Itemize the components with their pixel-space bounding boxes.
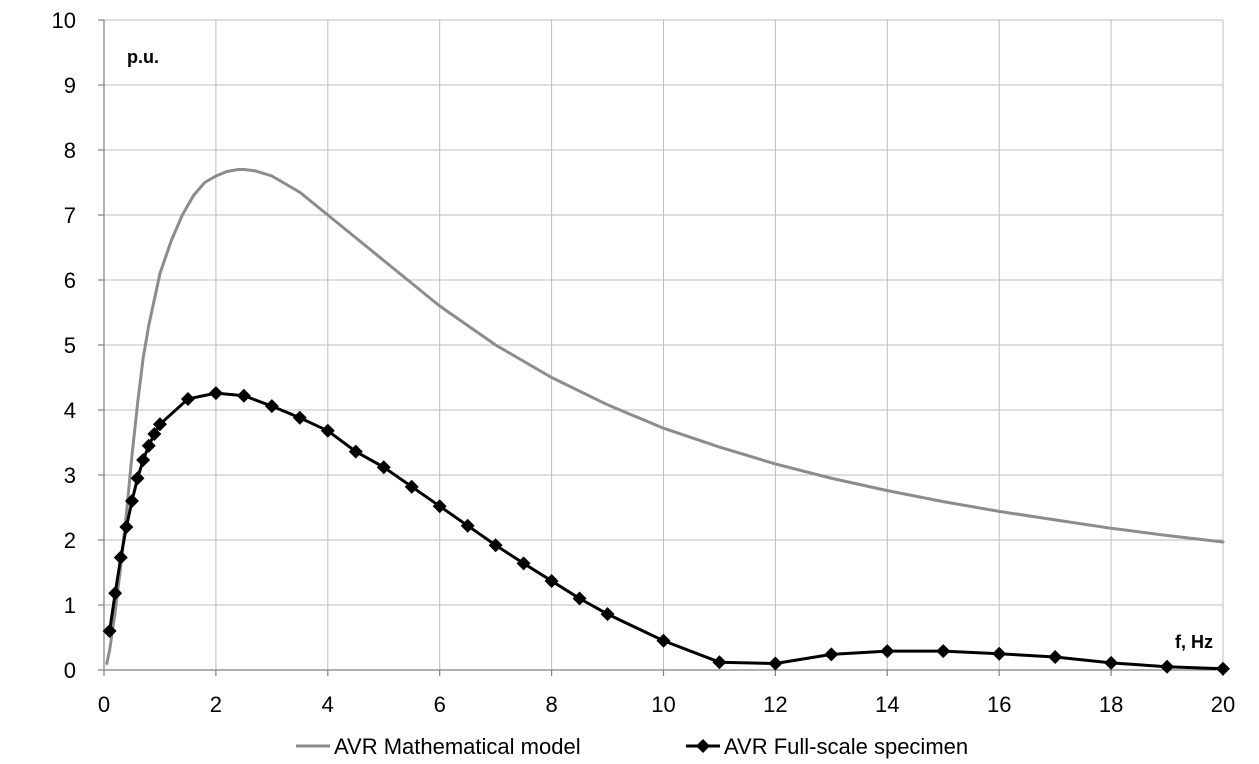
x-tick-label-0: 0	[98, 692, 110, 717]
data-point-1-6	[136, 453, 151, 468]
y-tick-label-4: 4	[64, 398, 76, 423]
data-point-1-13	[264, 399, 279, 414]
data-point-1-32	[992, 646, 1007, 661]
data-point-1-21	[488, 538, 503, 553]
data-point-1-10	[180, 391, 195, 406]
data-point-1-27	[712, 655, 727, 670]
data-point-1-20	[460, 518, 475, 533]
data-point-1-17	[376, 460, 391, 475]
y-tick-label-7: 7	[64, 203, 76, 228]
data-point-1-4	[124, 494, 139, 508]
data-point-1-12	[236, 388, 251, 403]
data-point-1-3	[119, 520, 134, 534]
legend-marker-1	[696, 739, 710, 753]
data-point-1-1	[108, 586, 123, 601]
x-tick-label-6: 12	[763, 692, 787, 717]
series-1	[102, 386, 1230, 676]
legend-item-1: AVR Full-scale specimen	[686, 734, 968, 759]
data-point-1-24	[572, 591, 587, 606]
data-point-1-34	[1104, 655, 1119, 670]
data-point-1-29	[824, 647, 839, 662]
data-point-1-14	[292, 410, 307, 425]
data-point-1-26	[656, 633, 671, 648]
data-point-1-11	[208, 386, 223, 401]
data-point-1-33	[1048, 650, 1063, 664]
x-tick-label-8: 16	[987, 692, 1011, 717]
y-axis-label: p.u.	[127, 47, 159, 67]
legend-label-0: AVR Mathematical model	[334, 734, 581, 759]
data-point-1-8	[147, 427, 162, 442]
data-point-1-25	[600, 607, 615, 622]
data-point-1-22	[516, 556, 531, 571]
x-tick-label-3: 6	[434, 692, 446, 717]
series-0	[105, 168, 1225, 665]
grid	[104, 19, 1224, 670]
y-tick-label-8: 8	[64, 138, 76, 163]
legend: AVR Mathematical model AVR Full-scale spe…	[296, 734, 968, 759]
y-tick-label-1: 1	[64, 593, 76, 618]
data-point-1-31	[936, 644, 951, 659]
y-tick-label-0: 0	[64, 658, 76, 683]
y-tick-label-10: 10	[52, 8, 76, 33]
data-point-1-35	[1160, 659, 1175, 674]
data-point-1-19	[432, 499, 447, 514]
data-point-1-23	[544, 573, 559, 588]
y-tick-label-3: 3	[64, 463, 76, 488]
series-line-0	[105, 168, 1225, 665]
data-point-1-9	[152, 417, 167, 432]
x-tick-label-4: 8	[545, 692, 557, 717]
x-tick-label-10: 20	[1211, 692, 1235, 717]
series-layer	[102, 168, 1230, 676]
data-point-1-5	[130, 471, 145, 486]
data-point-1-30	[880, 644, 895, 659]
x-tick-label-9: 18	[1099, 692, 1123, 717]
series-line-1	[108, 391, 1225, 671]
data-point-1-0	[102, 624, 117, 638]
y-tick-label-2: 2	[64, 528, 76, 553]
axes	[98, 19, 1224, 676]
legend-item-0: AVR Mathematical model	[296, 734, 581, 759]
data-point-1-15	[320, 423, 335, 438]
data-point-1-28	[768, 656, 783, 671]
legend-label-1: AVR Full-scale specimen	[724, 734, 968, 759]
x-axis-label: f, Hz	[1175, 632, 1213, 652]
x-tick-label-2: 4	[322, 692, 334, 717]
y-tick-label-9: 9	[64, 73, 76, 98]
y-tick-label-6: 6	[64, 268, 76, 293]
data-point-1-7	[141, 438, 156, 453]
y-tick-label-5: 5	[64, 333, 76, 358]
data-point-1-18	[404, 479, 419, 494]
data-point-1-2	[113, 550, 128, 565]
x-tick-label-5: 10	[651, 692, 675, 717]
x-tick-label-7: 14	[875, 692, 899, 717]
x-tick-label-1: 2	[210, 692, 222, 717]
data-point-1-36	[1216, 661, 1230, 676]
data-point-1-16	[348, 444, 363, 459]
